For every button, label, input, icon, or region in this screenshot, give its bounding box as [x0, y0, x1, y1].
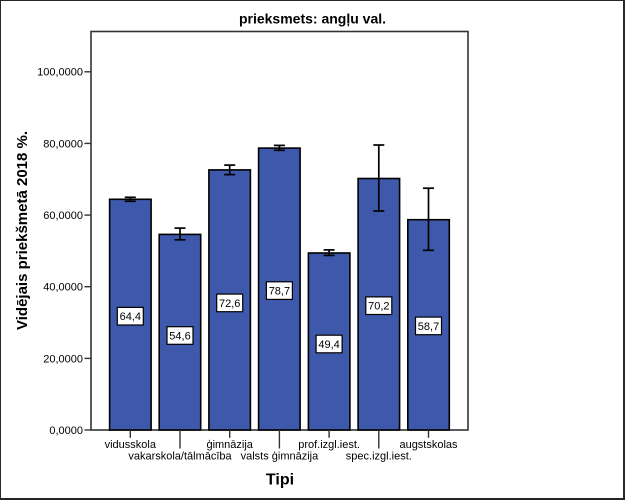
svg-text:Vidējais priekšmetā 2018 %.: Vidējais priekšmetā 2018 %. [14, 131, 31, 330]
svg-text:prof.izgl.iest.: prof.izgl.iest. [298, 439, 360, 451]
svg-text:Tipi: Tipi [266, 472, 294, 489]
svg-text:spec.izgl.iest.: spec.izgl.iest. [346, 451, 412, 463]
svg-text:vidusskola: vidusskola [105, 439, 157, 451]
svg-text:augstskolas: augstskolas [399, 439, 458, 451]
svg-text:100,0000: 100,0000 [37, 67, 83, 79]
svg-text:80,0000: 80,0000 [43, 138, 83, 150]
svg-text:60,0000: 60,0000 [43, 210, 83, 222]
svg-text:40,0000: 40,0000 [43, 282, 83, 294]
svg-text:49,4: 49,4 [318, 339, 339, 351]
svg-text:70,2: 70,2 [368, 301, 389, 313]
svg-text:72,6: 72,6 [219, 298, 240, 310]
svg-text:0,0000: 0,0000 [49, 425, 83, 437]
svg-text:54,6: 54,6 [169, 330, 190, 342]
svg-text:20,0000: 20,0000 [43, 353, 83, 365]
svg-text:64,4: 64,4 [120, 311, 141, 323]
svg-text:prieksmets: angļu val.: prieksmets: angļu val. [239, 11, 386, 27]
svg-text:ģimnāzija: ģimnāzija [206, 438, 253, 451]
svg-text:78,7: 78,7 [269, 286, 290, 298]
svg-text:valsts ģimnāzija: valsts ģimnāzija [241, 450, 320, 463]
svg-text:vakarskola/tālmācība: vakarskola/tālmācība [128, 451, 232, 463]
svg-text:58,7: 58,7 [418, 321, 439, 333]
